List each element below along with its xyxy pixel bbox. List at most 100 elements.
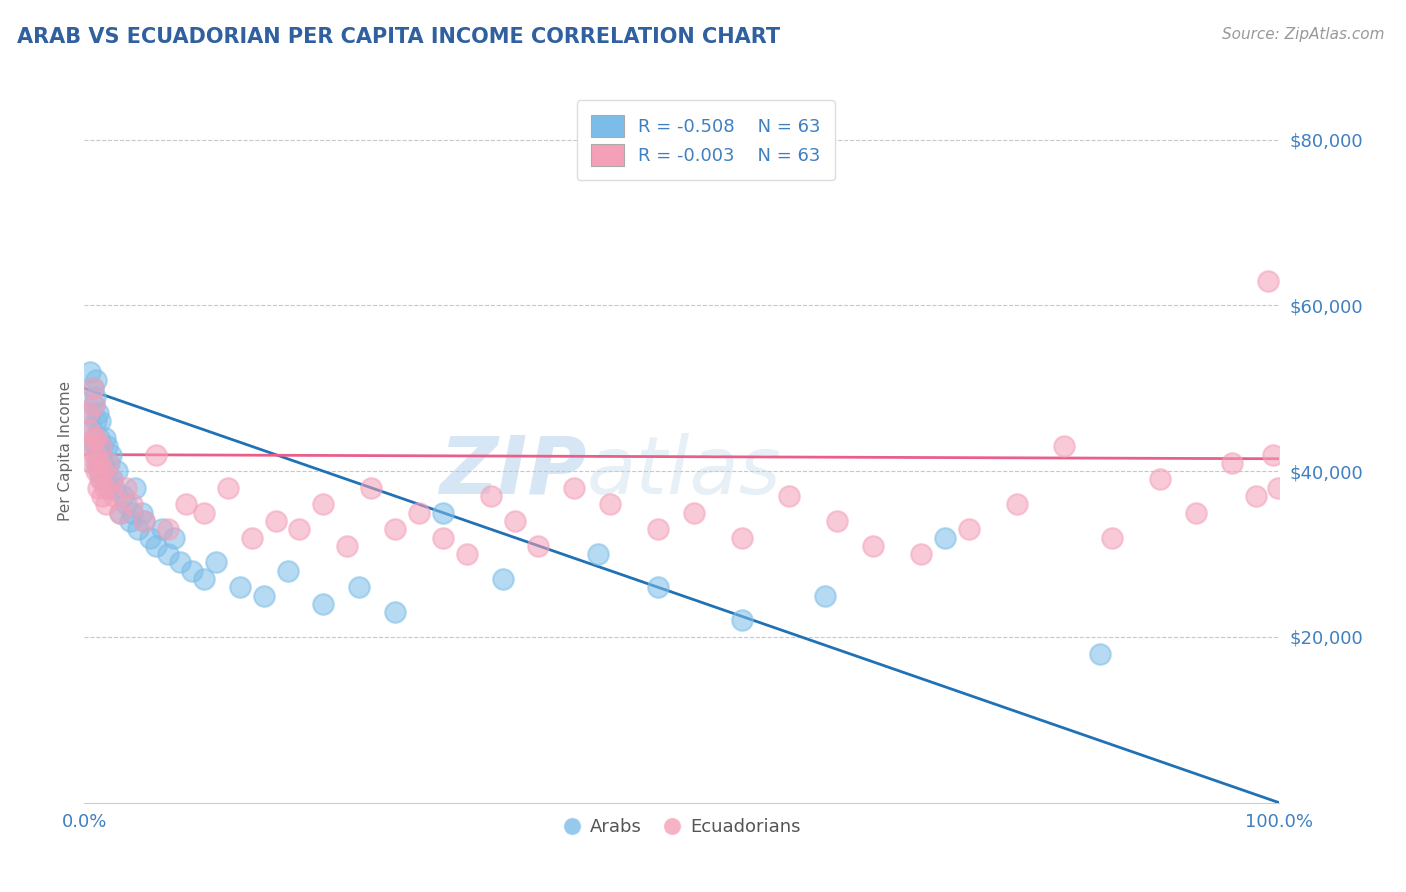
Point xyxy=(83,431,105,445)
Point xyxy=(229,580,252,594)
Legend: Arabs, Ecuadorians: Arabs, Ecuadorians xyxy=(555,811,808,843)
Point xyxy=(336,539,359,553)
Point xyxy=(83,398,105,412)
Point xyxy=(647,580,669,594)
Point xyxy=(105,464,128,478)
Point xyxy=(86,439,108,453)
Point xyxy=(86,406,108,420)
Point xyxy=(527,539,550,553)
Point xyxy=(97,481,120,495)
Point xyxy=(193,572,215,586)
Point xyxy=(110,506,132,520)
Point xyxy=(588,547,610,561)
Point xyxy=(1101,531,1123,545)
Point xyxy=(82,381,104,395)
Point xyxy=(181,564,204,578)
Point xyxy=(91,439,114,453)
Text: Source: ZipAtlas.com: Source: ZipAtlas.com xyxy=(1222,27,1385,42)
Point xyxy=(1244,489,1267,503)
Point xyxy=(1185,506,1208,520)
Point xyxy=(94,464,117,478)
Point xyxy=(779,489,801,503)
Y-axis label: Per Capita Income: Per Capita Income xyxy=(58,380,73,521)
Point xyxy=(163,531,186,545)
Point xyxy=(84,431,107,445)
Point xyxy=(110,506,132,520)
Point xyxy=(827,514,849,528)
Point xyxy=(312,597,335,611)
Point xyxy=(97,456,120,470)
Point xyxy=(93,456,115,470)
Point xyxy=(132,514,156,528)
Point xyxy=(384,605,406,619)
Point xyxy=(492,572,515,586)
Point xyxy=(408,506,430,520)
Point xyxy=(90,439,112,453)
Point xyxy=(1263,448,1285,462)
Point xyxy=(174,497,197,511)
Point xyxy=(111,489,134,503)
Point xyxy=(1090,647,1112,661)
Point xyxy=(83,439,105,453)
Point xyxy=(115,481,138,495)
Point xyxy=(1005,497,1028,511)
Point xyxy=(910,547,932,561)
Point xyxy=(103,481,125,495)
Point xyxy=(647,522,669,536)
Point xyxy=(82,381,104,395)
Point xyxy=(479,489,502,503)
Point xyxy=(98,456,121,470)
Point xyxy=(312,497,335,511)
Point xyxy=(87,464,110,478)
Point xyxy=(93,481,115,495)
Text: atlas: atlas xyxy=(586,433,782,510)
Point xyxy=(193,506,215,520)
Point xyxy=(139,531,162,545)
Point xyxy=(118,514,141,528)
Point xyxy=(169,555,191,569)
Point xyxy=(79,406,101,420)
Point xyxy=(86,448,108,462)
Point xyxy=(89,473,111,487)
Point xyxy=(101,473,124,487)
Point xyxy=(100,473,122,487)
Point xyxy=(89,414,111,428)
Point xyxy=(1220,456,1243,470)
Point xyxy=(121,497,143,511)
Point xyxy=(84,390,107,404)
Point xyxy=(157,547,180,561)
Point xyxy=(277,564,299,578)
Point xyxy=(79,365,101,379)
Point xyxy=(86,431,108,445)
Point xyxy=(77,406,100,420)
Point xyxy=(86,414,108,428)
Point xyxy=(79,439,101,453)
Point xyxy=(87,431,110,445)
Point xyxy=(87,456,110,470)
Point xyxy=(89,439,111,453)
Point xyxy=(93,431,115,445)
Point xyxy=(564,481,586,495)
Point xyxy=(86,373,108,387)
Point xyxy=(253,589,276,603)
Point xyxy=(1267,481,1289,495)
Point xyxy=(83,398,105,412)
Point xyxy=(264,514,287,528)
Point xyxy=(94,497,117,511)
Point xyxy=(121,506,143,520)
Point xyxy=(503,514,526,528)
Point xyxy=(103,489,125,503)
Point xyxy=(683,506,706,520)
Point xyxy=(432,506,454,520)
Point xyxy=(1053,439,1076,453)
Point xyxy=(240,531,263,545)
Point xyxy=(1149,473,1171,487)
Point xyxy=(86,464,108,478)
Point xyxy=(360,481,382,495)
Point xyxy=(84,448,107,462)
Point xyxy=(731,531,754,545)
Point xyxy=(86,481,108,495)
Point xyxy=(80,456,103,470)
Point xyxy=(145,448,167,462)
Point xyxy=(93,464,115,478)
